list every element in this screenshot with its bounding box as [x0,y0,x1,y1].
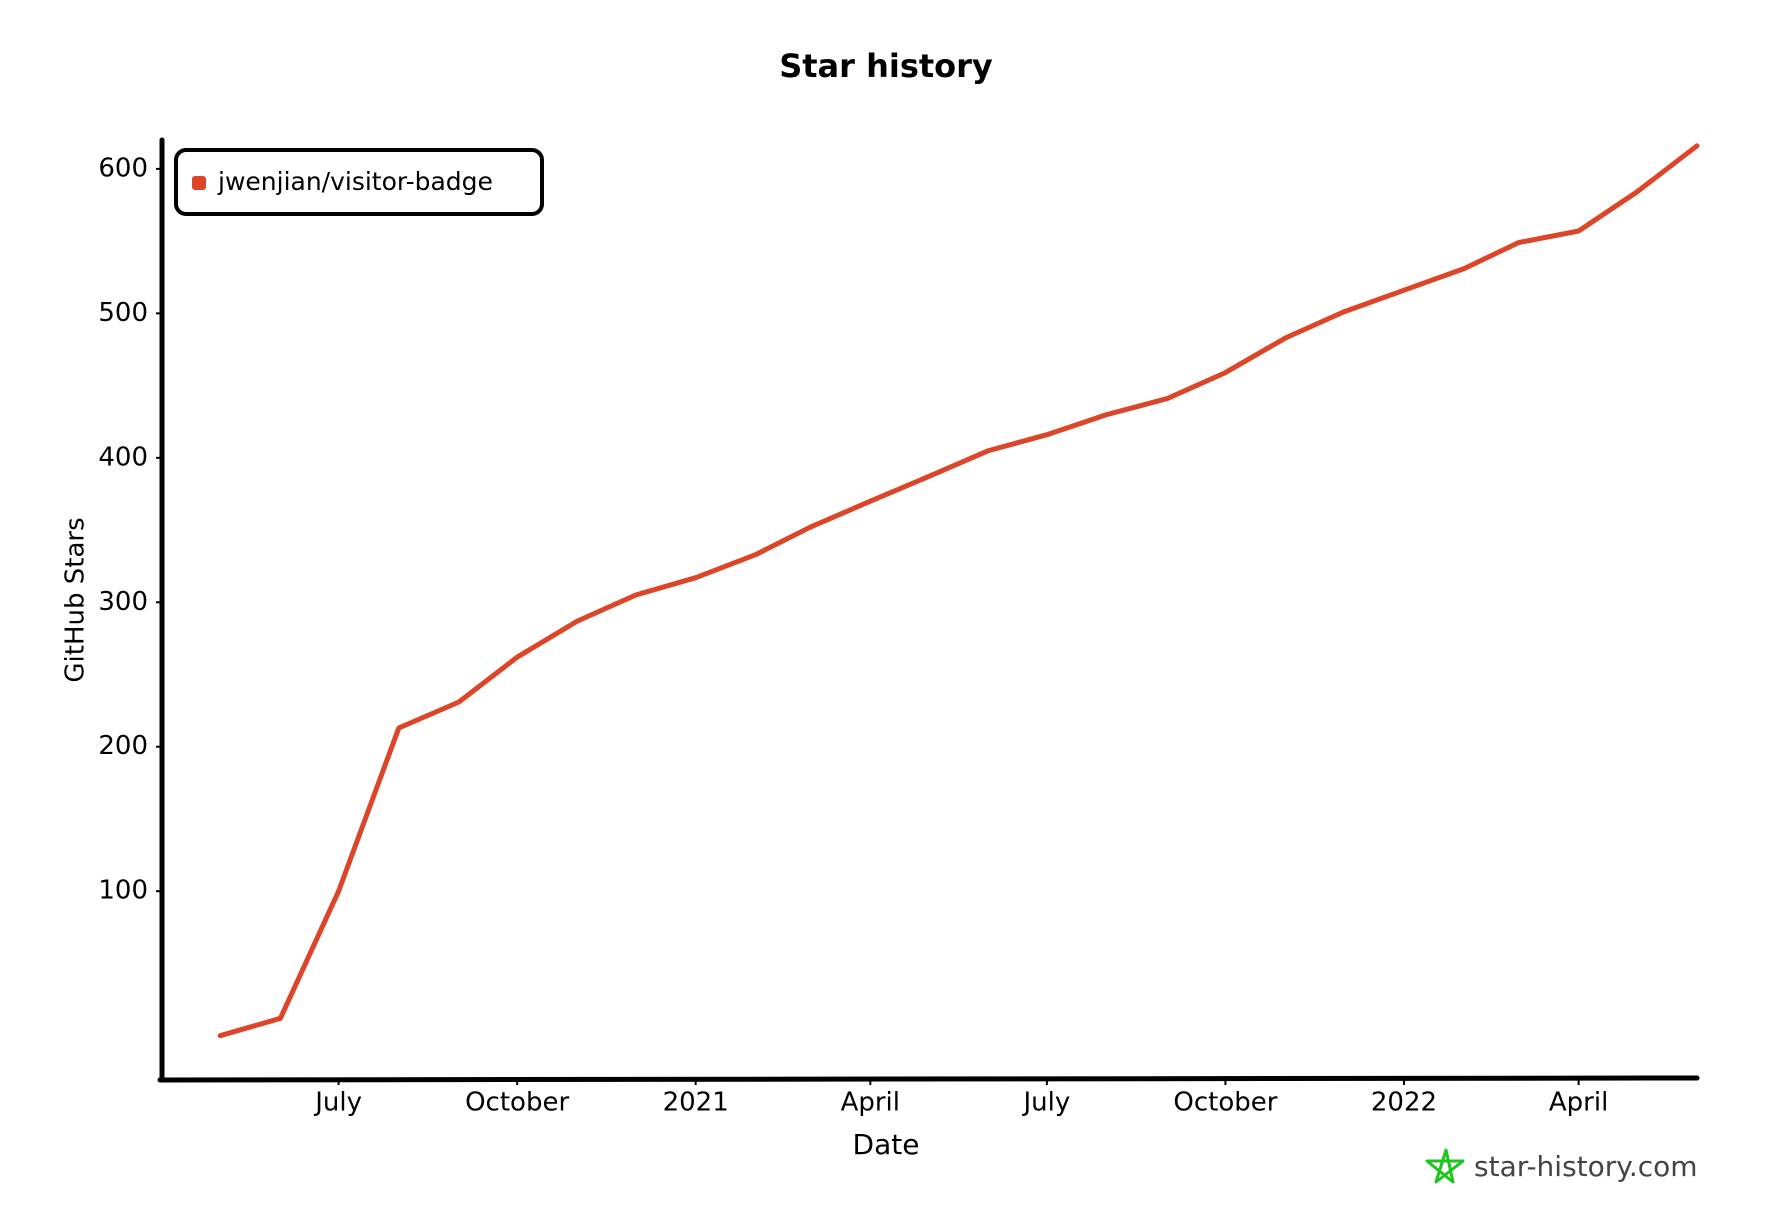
x-tick-label: April [1549,1088,1608,1118]
legend: jwenjian/visitor-badge [174,148,544,216]
y-tick-label: 600 [98,153,148,183]
x-tick-label: 2021 [663,1088,729,1118]
x-tick-label: July [313,1088,362,1118]
x-tick-label: 2022 [1371,1088,1437,1118]
x-tick-label: April [841,1088,900,1118]
x-tick-label: October [1173,1088,1277,1118]
x-axis [157,1075,1700,1083]
y-tick-label: 100 [98,876,148,906]
y-tick-label: 200 [98,731,148,761]
legend-swatch [192,176,206,190]
y-tick-label: 300 [98,587,148,617]
x-axis-label: Date [853,1128,920,1161]
series-line [217,143,1700,1039]
legend-label: jwenjian/visitor-badge [217,167,493,196]
x-tick-label: July [1022,1088,1071,1118]
y-tick-label: 500 [98,298,148,328]
watermark-icon [1425,1148,1465,1184]
y-axis-label: GitHub Stars [61,517,91,682]
watermark-text: star-history.com [1474,1150,1698,1183]
watermark: star-history.com [1425,1148,1698,1184]
x-tick-label: October [465,1088,569,1118]
y-tick-label: 400 [98,442,148,472]
chart-title: Star history [779,47,993,85]
legend-box [174,148,544,216]
